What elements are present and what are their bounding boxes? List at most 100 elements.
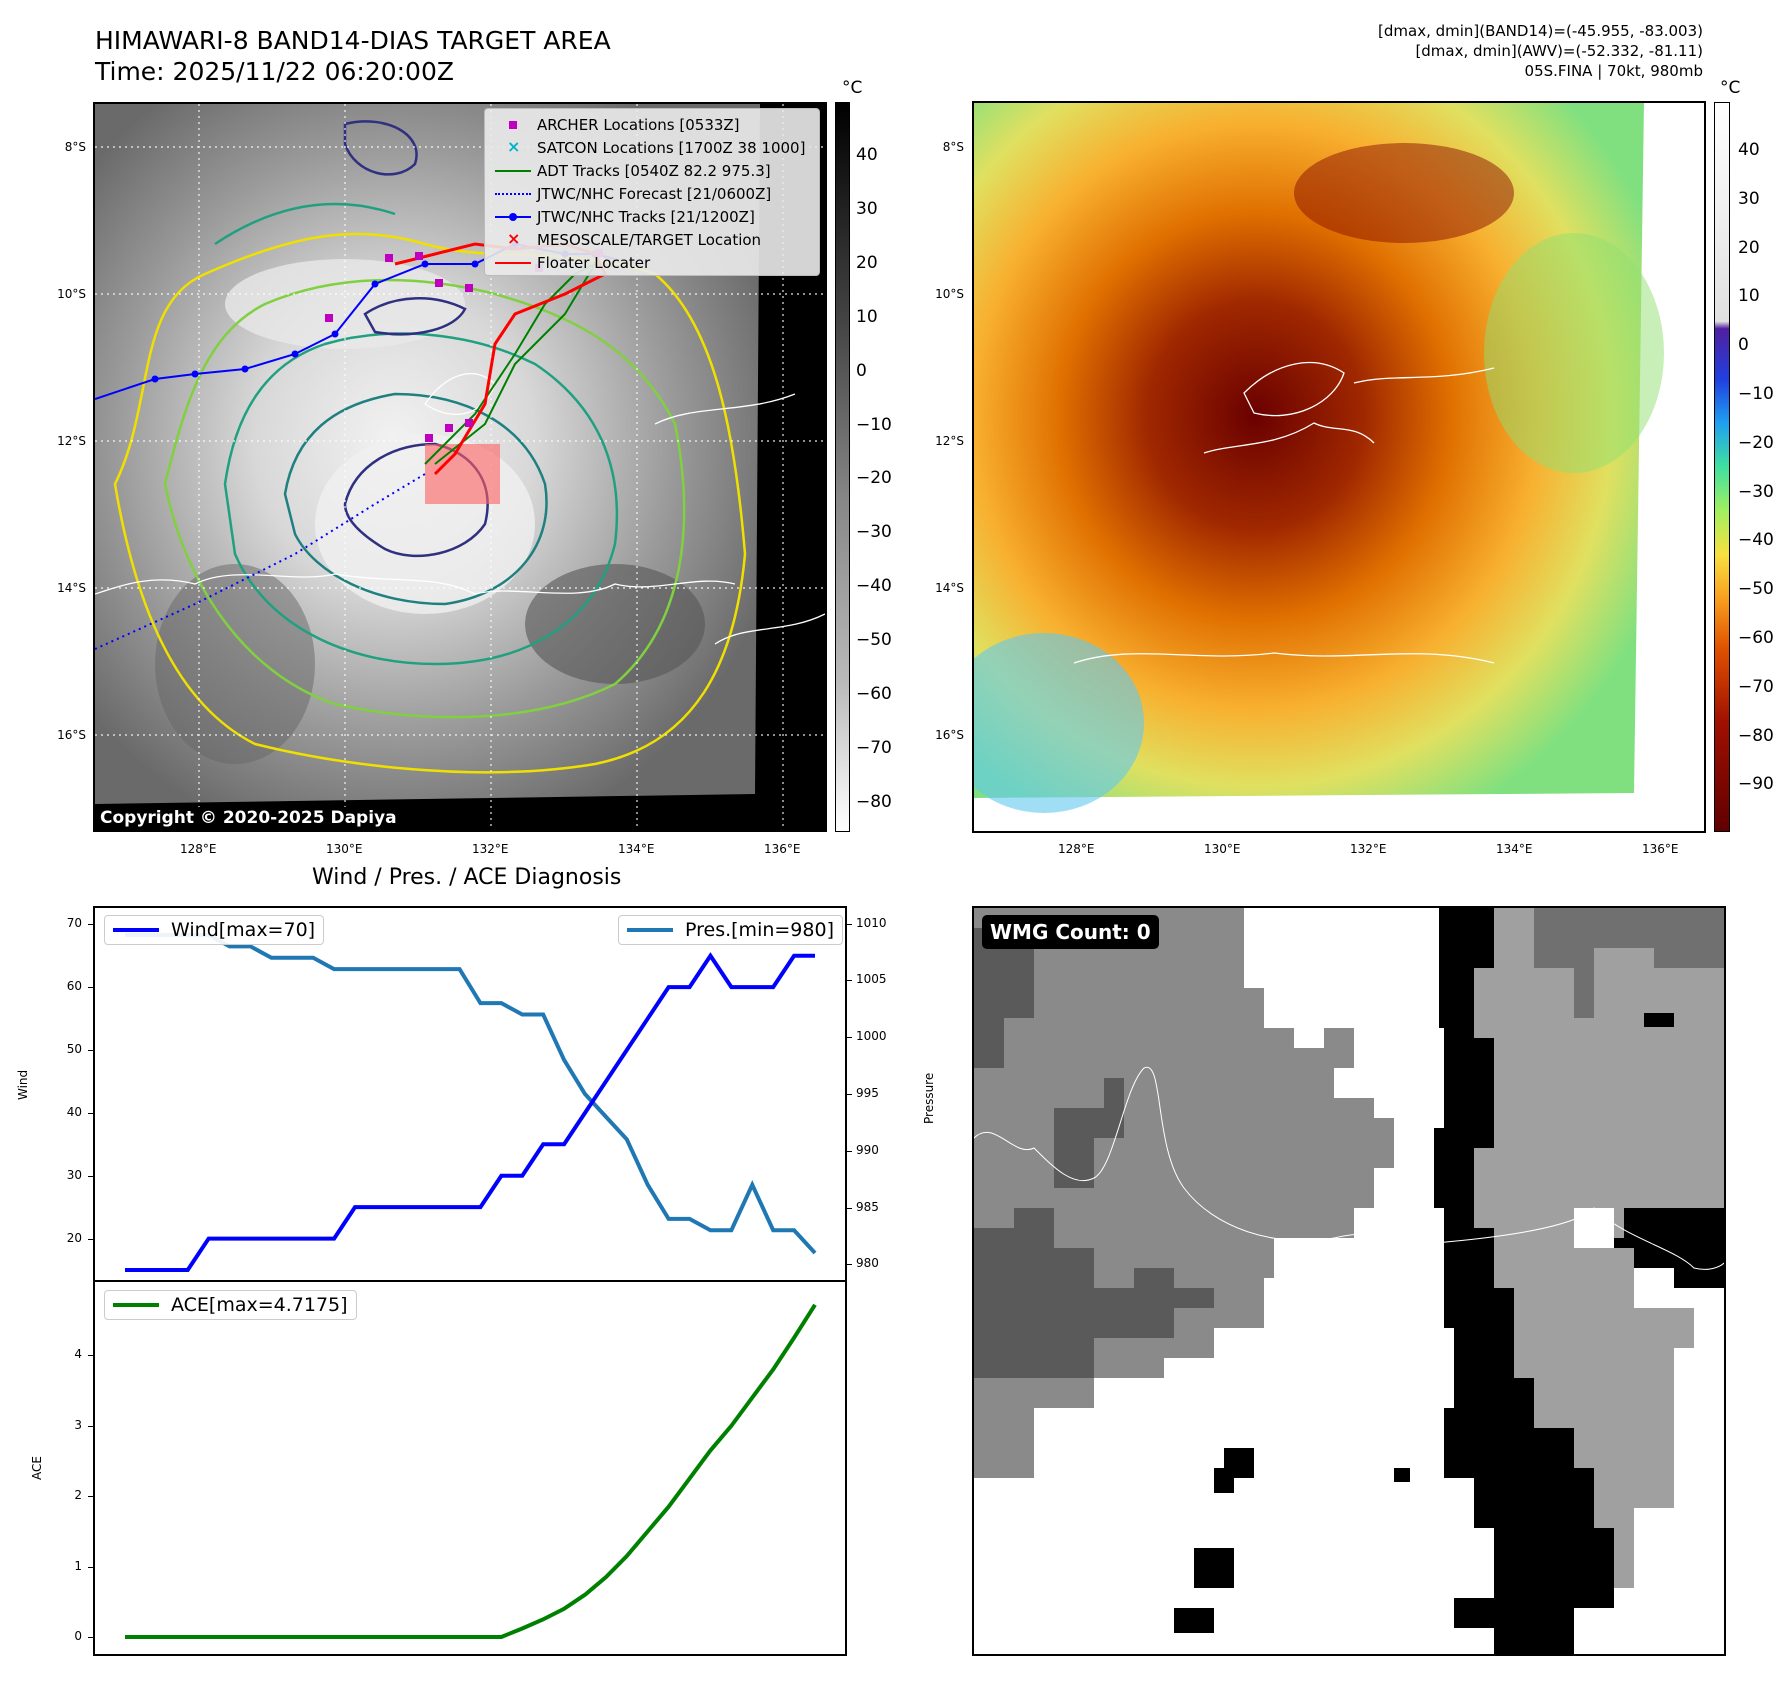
ace-series-line [125,1303,817,1639]
pressure-tick-label-mark [847,1094,852,1095]
ace-tick-label: 2 [74,1488,82,1503]
wind-tick-label-mark [88,1238,93,1240]
ace-tick-label-mark [88,1636,93,1638]
pressure-legend: Pres.[min=980] [618,915,843,945]
ir-colorbar-tick: −10 [856,414,892,435]
ir-colorbar-tick: −30 [856,522,892,543]
wmg-panel [972,906,1726,1656]
awv-colorbar-tick: 30 [1738,188,1760,209]
awv-colorbar-tick: −70 [1738,676,1774,697]
awv-colorbar-tick: −60 [1738,628,1774,648]
wind-tick-label: 20 [66,1230,82,1245]
wind-tick-label-mark [88,987,93,989]
ace-tick-label: 1 [74,1558,82,1573]
lat-label-8s: 8°S [64,140,86,154]
ace-legend-swatch [113,1303,159,1307]
track-legend: ARCHER Locations [0533Z] × SATCON Locati… [484,108,820,276]
awv-colorbar-tick: 20 [1738,237,1760,258]
wmg-image [974,908,1724,1654]
lat-label-16s: 16°S [57,728,86,742]
wind-tick-label-mark [88,1112,93,1114]
wind-legend: Wind[max=70] [104,915,325,945]
ir-colorbar-unit: °C [842,78,863,98]
awv-colorbar-tick: 0 [1738,335,1749,356]
ace-tick-label-mark [88,1355,93,1357]
wind-tick-label: 70 [66,916,82,931]
legend-item-jtwc: JTWC/NHC Tracks [21/1200Z] [493,205,811,228]
awv-colorbar-tick: 10 [1738,286,1760,307]
ir-colorbar [835,102,850,832]
ir-colorbar-tick: 20 [856,252,878,273]
lon-label-130e: 130°E [326,842,363,856]
ir-map-image [95,104,825,830]
wind-series-line [125,952,815,1272]
wind-tick-label-mark [88,1175,93,1177]
awv-colorbar-tick: −50 [1738,579,1774,600]
pressure-tick-label-mark [847,1207,852,1209]
info-awv-range: [dmax, dmin](AWV)=(-52.332, -81.11) [1415,42,1703,60]
awv-colorbar-tick: −90 [1738,774,1774,795]
pressure-legend-swatch [627,928,673,932]
ace-tick-label-mark [88,1425,93,1427]
ace-tick-label-mark [88,1496,93,1498]
ir-colorbar-tick: −20 [856,468,892,489]
legend-item-forecast: JTWC/NHC Forecast [21/0600Z] [493,182,811,205]
ir-colorbar-tick: −50 [856,630,892,651]
pressure-axis-label: Pressure [922,1072,936,1124]
pressure-tick-label: 1000 [856,1029,887,1044]
lat-label-12s: 12°S [57,434,86,448]
awv-colorbar-tick: −30 [1738,481,1774,502]
pressure-tick-label-mark [847,923,852,925]
awv-colorbar-tick: −10 [1738,384,1774,404]
awv-lat-label-10s: 10°S [935,287,964,301]
awv-colorbar-unit: °C [1720,78,1741,98]
pressure-tick-label: 980 [856,1256,879,1271]
awv-lon-label-136e: 136°E [1642,842,1679,856]
wind-axis-label: Wind [16,1069,30,1100]
awv-lon-label-134e: 134°E [1496,842,1533,856]
pressure-tick-label: 985 [856,1199,879,1214]
wind-tick-label-mark [88,924,93,926]
wmg-count-badge: WMG Count: 0 [982,915,1159,949]
info-band14-range: [dmax, dmin](BAND14)=(-45.955, -83.003) [1378,22,1703,40]
pressure-tick-label: 1010 [856,915,887,930]
ir-colorbar-tick: −70 [856,737,892,758]
wind-tick-label-mark [88,1050,93,1051]
figure-title-line2: Time: 2025/11/22 06:20:00Z [95,57,454,86]
awv-lat-label-14s: 14°S [935,581,964,595]
lon-label-134e: 134°E [618,842,655,856]
ace-legend: ACE[max=4.7175] [104,1290,357,1320]
legend-item-floater: Floater Locater [493,251,811,274]
figure-title-line1: HIMAWARI-8 BAND14-DIAS TARGET AREA [95,26,611,55]
wind-pres-panel [93,906,847,1282]
legend-item-satcon: × SATCON Locations [1700Z 38 1000] [507,136,806,157]
ir-colorbar-tick: −60 [856,684,892,704]
awv-lon-label-132e: 132°E [1350,842,1387,856]
awv-map-image [974,103,1704,831]
copyright-label: Copyright © 2020-2025 Dapiya [96,807,401,829]
legend-item-mesoscale: × MESOSCALE/TARGET Location [507,228,762,249]
legend-item-adt: ADT Tracks [0540Z 82.2 975.3] [493,159,811,182]
wind-legend-swatch [113,928,159,932]
diagnosis-title: Wind / Pres. / ACE Diagnosis [312,865,622,890]
awv-colorbar-tick: −80 [1738,725,1774,746]
ace-tick-label: 3 [74,1417,82,1432]
awv-map-panel [972,101,1706,833]
awv-lat-label-12s: 12°S [935,434,964,448]
awv-lon-label-130e: 130°E [1204,842,1241,856]
wind-tick-label: 50 [66,1042,82,1056]
ace-plot [125,1303,817,1639]
awv-lat-label-8s: 8°S [942,140,964,154]
ace-axis-label: ACE [30,1456,44,1480]
pressure-series-line [125,933,817,1255]
lon-label-132e: 132°E [472,842,509,856]
lon-label-128e: 128°E [180,842,217,856]
ir-map-panel [93,102,827,832]
wind-tick-label: 60 [66,979,82,994]
awv-colorbar-tick: −40 [1738,530,1774,551]
ir-colorbar-tick: 40 [856,145,878,165]
pressure-tick-label-mark [847,1264,852,1266]
ace-tick-label: 0 [74,1628,82,1643]
pressure-tick-label: 995 [856,1086,879,1100]
info-storm: 05S.FINA | 70kt, 980mb [1524,62,1703,80]
